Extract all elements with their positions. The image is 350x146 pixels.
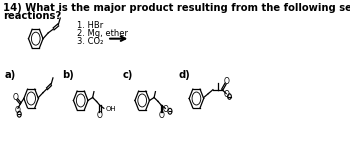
Text: 1. HBr: 1. HBr <box>77 21 104 30</box>
Text: O: O <box>13 93 19 102</box>
Text: d): d) <box>178 70 190 80</box>
Text: b): b) <box>62 70 74 80</box>
Text: reactions?: reactions? <box>4 11 62 21</box>
Text: O: O <box>14 106 20 115</box>
Text: 14) What is the major product resulting from the following series of: 14) What is the major product resulting … <box>4 3 350 13</box>
Text: c): c) <box>122 70 133 80</box>
Text: O: O <box>97 111 103 120</box>
Text: O: O <box>159 111 164 120</box>
Text: O: O <box>224 90 230 99</box>
Text: O: O <box>223 77 229 86</box>
Text: O: O <box>163 105 169 114</box>
Text: 3. CO₂: 3. CO₂ <box>77 37 104 46</box>
Text: a): a) <box>5 70 16 80</box>
Text: OH: OH <box>105 106 116 112</box>
Text: 2. Mg, ether: 2. Mg, ether <box>77 29 128 38</box>
